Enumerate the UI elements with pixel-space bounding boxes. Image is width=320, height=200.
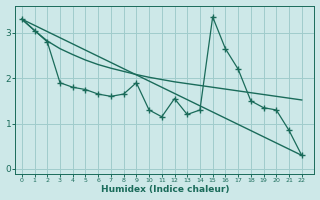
X-axis label: Humidex (Indice chaleur): Humidex (Indice chaleur): [101, 185, 229, 194]
